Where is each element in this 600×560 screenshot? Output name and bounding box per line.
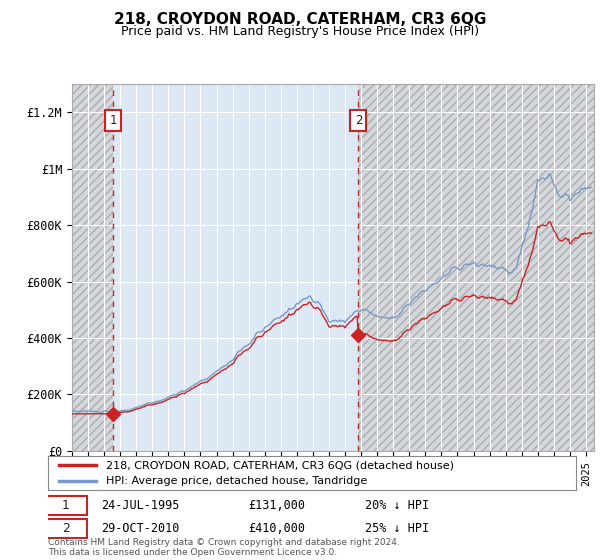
Text: 1: 1 [109, 114, 117, 127]
Text: 20% ↓ HPI: 20% ↓ HPI [365, 499, 429, 512]
FancyBboxPatch shape [46, 496, 86, 515]
Text: 218, CROYDON ROAD, CATERHAM, CR3 6QG (detached house): 218, CROYDON ROAD, CATERHAM, CR3 6QG (de… [106, 460, 454, 470]
Text: HPI: Average price, detached house, Tandridge: HPI: Average price, detached house, Tand… [106, 476, 367, 486]
Text: 1: 1 [62, 499, 70, 512]
Text: 2: 2 [62, 522, 70, 535]
Text: 25% ↓ HPI: 25% ↓ HPI [365, 522, 429, 535]
Text: £131,000: £131,000 [248, 499, 305, 512]
Text: Contains HM Land Registry data © Crown copyright and database right 2024.
This d: Contains HM Land Registry data © Crown c… [48, 538, 400, 557]
Text: 218, CROYDON ROAD, CATERHAM, CR3 6QG: 218, CROYDON ROAD, CATERHAM, CR3 6QG [114, 12, 486, 27]
Polygon shape [358, 84, 594, 451]
Text: Price paid vs. HM Land Registry's House Price Index (HPI): Price paid vs. HM Land Registry's House … [121, 25, 479, 38]
Text: 24-JUL-1995: 24-JUL-1995 [101, 499, 179, 512]
Text: £410,000: £410,000 [248, 522, 305, 535]
Polygon shape [72, 84, 113, 451]
FancyBboxPatch shape [46, 519, 86, 538]
Text: 2: 2 [355, 114, 362, 127]
Text: 29-OCT-2010: 29-OCT-2010 [101, 522, 179, 535]
